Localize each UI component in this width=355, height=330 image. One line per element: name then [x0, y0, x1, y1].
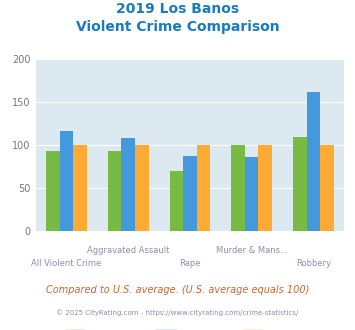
- Bar: [258, 145, 272, 231]
- Bar: [135, 145, 148, 231]
- Bar: [60, 131, 73, 231]
- Bar: [245, 157, 258, 231]
- Text: Rape: Rape: [179, 259, 201, 268]
- Bar: [170, 171, 183, 231]
- Bar: [183, 156, 197, 231]
- Text: All Violent Crime: All Violent Crime: [31, 259, 102, 268]
- Bar: [121, 138, 135, 231]
- Legend: Los Banos, California, National: Los Banos, California, National: [60, 325, 320, 330]
- Text: Robbery: Robbery: [296, 259, 331, 268]
- Bar: [307, 92, 320, 231]
- Bar: [320, 145, 334, 231]
- Text: Violent Crime Comparison: Violent Crime Comparison: [76, 20, 279, 34]
- Text: Aggravated Assault: Aggravated Assault: [87, 246, 169, 255]
- Bar: [293, 137, 307, 231]
- Text: 2019 Los Banos: 2019 Los Banos: [116, 2, 239, 16]
- Text: Murder & Mans...: Murder & Mans...: [216, 246, 288, 255]
- Bar: [108, 151, 121, 231]
- Text: Compared to U.S. average. (U.S. average equals 100): Compared to U.S. average. (U.S. average …: [46, 285, 309, 295]
- Bar: [231, 145, 245, 231]
- Bar: [73, 145, 87, 231]
- Text: © 2025 CityRating.com - https://www.cityrating.com/crime-statistics/: © 2025 CityRating.com - https://www.city…: [56, 310, 299, 316]
- Bar: [197, 145, 210, 231]
- Bar: [46, 151, 60, 231]
